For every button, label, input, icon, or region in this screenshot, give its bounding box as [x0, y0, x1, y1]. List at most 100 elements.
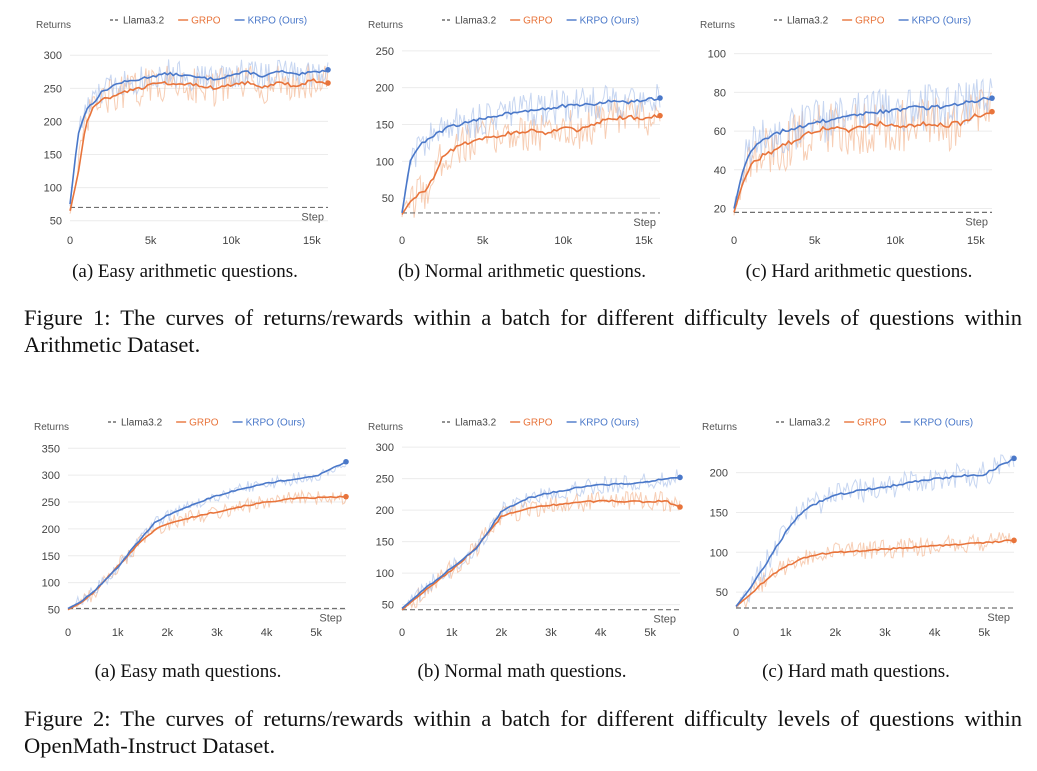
y-tick-label-0: 20	[714, 204, 726, 216]
legend-label-2: KRPO (Ours)	[914, 418, 973, 429]
chart-panel-fig2a: Returns Llama3.2 GRPO KRPO (Ours) 50 100 150 20…	[28, 410, 358, 650]
x-tick-label-0: 0	[399, 627, 405, 639]
x-tick-label-1: 1k	[112, 627, 124, 639]
series-end-point-2	[989, 95, 995, 101]
series-end-point-1	[1011, 537, 1017, 544]
x-tick-label-5: 5k	[978, 627, 990, 639]
y-axis-label: Returns	[36, 20, 71, 31]
legend-label-2: KRPO (Ours)	[912, 16, 971, 27]
raw-trace-1	[733, 88, 993, 216]
legend-label-2: KRPO (Ours)	[580, 16, 639, 27]
legend-label-1: GRPO	[857, 418, 887, 429]
x-tick-label-4: 4k	[595, 627, 607, 639]
y-tick-label-4: 250	[376, 46, 394, 58]
chart-fig2c: Returns Llama3.2 GRPO KRPO (Ours) 50 100 150 20…	[702, 418, 1017, 639]
y-axis-label: Returns	[702, 422, 737, 433]
y-tick-label-3: 200	[376, 83, 394, 95]
x-tick-label-2: 2k	[829, 627, 841, 639]
y-tick-label-2: 150	[710, 507, 728, 519]
legend-label-1: GRPO	[523, 16, 553, 27]
series-line-1	[735, 539, 1015, 608]
y-tick-label-4: 250	[44, 83, 62, 95]
legend-label-0: Llama3.2	[121, 418, 163, 429]
series-end-point-2	[343, 458, 349, 465]
figure-2-caption: Figure 2: The curves of returns/rewards …	[24, 706, 1022, 758]
series-end-point-2	[657, 95, 663, 101]
y-tick-label-3: 80	[714, 87, 726, 99]
legend: Llama3.2 GRPO KRPO (Ours)	[442, 418, 639, 429]
y-tick-label-2: 150	[376, 120, 394, 132]
x-axis-label: Step	[319, 612, 342, 624]
x-tick-label-2: 10k	[554, 235, 572, 247]
series-line-2	[401, 476, 681, 610]
legend-label-1: GRPO	[189, 418, 219, 429]
y-tick-label-2: 150	[44, 150, 62, 162]
chart-panel-fig2b: Returns Llama3.2 GRPO KRPO (Ours) 50 100 150 20…	[362, 410, 692, 650]
series-end-point-2	[1011, 455, 1017, 462]
x-tick-label-0: 0	[67, 235, 73, 247]
raw-trace-1	[401, 490, 681, 611]
series-line-1	[401, 114, 661, 215]
raw-trace-2	[401, 83, 661, 216]
y-tick-label-0: 50	[716, 587, 728, 599]
series-line-1	[69, 78, 329, 211]
chart-fig1c: Returns Llama3.2 GRPO KRPO (Ours) 20 40 60 80 10…	[700, 16, 995, 247]
x-tick-label-3: 15k	[303, 235, 321, 247]
subcaption-fig1b: (b) Normal arithmetic questions.	[398, 261, 646, 282]
x-tick-label-3: 3k	[879, 627, 891, 639]
legend-label-0: Llama3.2	[787, 16, 829, 27]
x-tick-label-0: 0	[399, 235, 405, 247]
legend-label-2: KRPO (Ours)	[246, 418, 305, 429]
legend-label-1: GRPO	[855, 16, 885, 27]
y-tick-label-2: 60	[714, 126, 726, 138]
x-tick-label-5: 5k	[644, 627, 656, 639]
legend-label-0: Llama3.2	[789, 418, 831, 429]
raw-trace-2	[733, 78, 993, 212]
y-tick-label-5: 300	[44, 50, 62, 62]
x-tick-label-2: 2k	[161, 627, 173, 639]
x-axis-label: Step	[987, 612, 1010, 624]
series-end-point-1	[677, 504, 683, 510]
x-tick-label-2: 2k	[495, 627, 507, 639]
series-end-point-1	[343, 493, 349, 500]
y-tick-label-1: 100	[44, 183, 62, 195]
x-tick-label-1: 5k	[477, 235, 489, 247]
legend-label-0: Llama3.2	[123, 16, 165, 27]
y-tick-label-5: 300	[42, 470, 60, 482]
y-tick-label-0: 50	[382, 600, 394, 612]
x-tick-label-5: 5k	[310, 627, 322, 639]
series-end-point-1	[657, 112, 663, 119]
x-tick-label-0: 0	[733, 627, 739, 639]
x-tick-label-1: 5k	[809, 235, 821, 247]
y-tick-label-5: 300	[376, 442, 394, 454]
subcaption-fig2b: (b) Normal math questions.	[417, 661, 627, 682]
y-axis-label: Returns	[700, 20, 735, 31]
subcaption-fig1c: (c) Hard arithmetic questions.	[745, 261, 973, 282]
x-axis-label: Step	[965, 216, 988, 228]
chart-fig1b: Returns Llama3.2 GRPO KRPO (Ours) 50 100 150 20…	[368, 16, 663, 247]
chart-fig2b: Returns Llama3.2 GRPO KRPO (Ours) 50 100 150 20…	[368, 418, 683, 639]
chart-panel-fig1b: Returns Llama3.2 GRPO KRPO (Ours) 50 100 150 20…	[362, 8, 672, 258]
y-tick-label-1: 100	[42, 578, 60, 590]
y-tick-label-0: 50	[48, 605, 60, 617]
y-tick-label-0: 50	[50, 216, 62, 228]
series-line-1	[401, 499, 681, 611]
x-tick-label-1: 1k	[446, 627, 458, 639]
legend-label-0: Llama3.2	[455, 16, 497, 27]
x-tick-label-3: 15k	[635, 235, 653, 247]
x-tick-label-0: 0	[731, 235, 737, 247]
y-axis-label: Returns	[34, 422, 69, 433]
y-tick-label-4: 250	[42, 497, 60, 509]
x-axis-label: Step	[301, 211, 324, 223]
raw-trace-2	[401, 469, 681, 610]
legend: Llama3.2 GRPO KRPO (Ours)	[774, 16, 971, 27]
x-tick-label-1: 5k	[145, 235, 157, 247]
series-end-point-1	[989, 108, 995, 115]
legend-label-2: KRPO (Ours)	[248, 16, 307, 27]
series-line-1	[733, 110, 993, 213]
y-tick-label-6: 350	[42, 443, 60, 455]
series-line-2	[67, 460, 347, 610]
legend: Llama3.2 GRPO KRPO (Ours)	[110, 16, 307, 27]
legend-label-1: GRPO	[191, 16, 221, 27]
chart-panel-fig2c: Returns Llama3.2 GRPO KRPO (Ours) 50 100 150 20…	[696, 410, 1026, 650]
